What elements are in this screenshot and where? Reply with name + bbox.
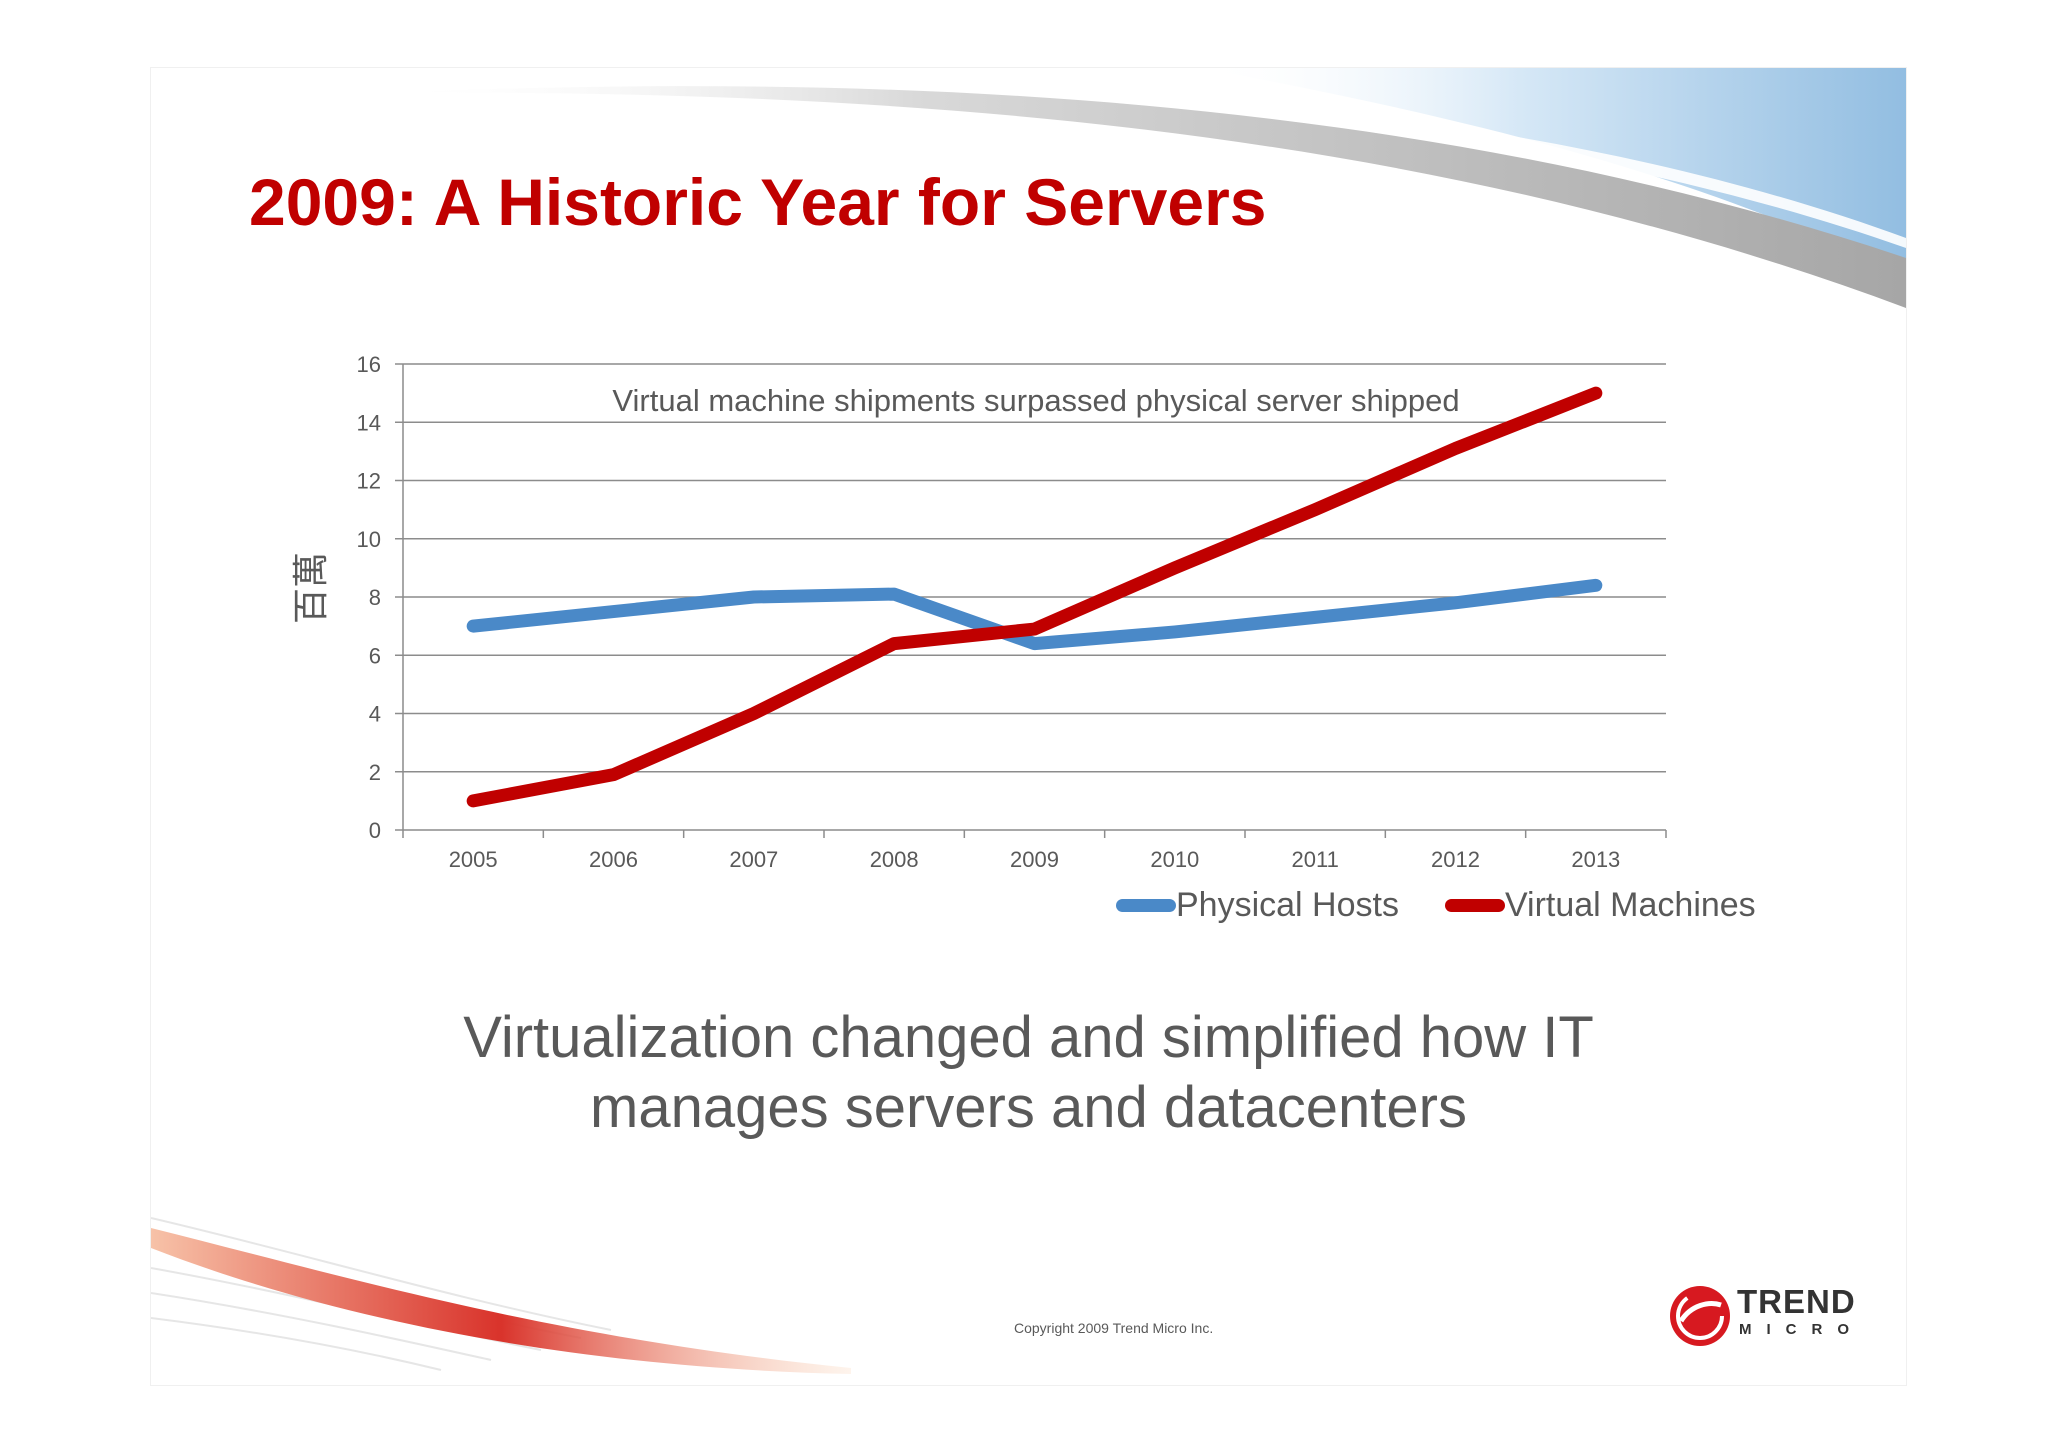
- x-tick-labels: 2005 2006 2007 2008 2009 2010 2011 2012 2013: [449, 847, 1621, 872]
- legend-swatch-virtual-machines: [1444, 899, 1505, 912]
- x-tick-label-2008: 2008: [870, 847, 919, 872]
- logo-text-micro: MICRO: [1739, 1321, 1864, 1338]
- x-tick-label-2010: 2010: [1150, 847, 1199, 872]
- y-tick-label: 4: [369, 702, 381, 727]
- white-swoosh-edge: [651, 83, 1906, 248]
- subtitle-line-2: manages servers and datacenters: [590, 1075, 1467, 1140]
- y-tick-label: 2: [369, 760, 381, 785]
- x-tick-label-2005: 2005: [449, 847, 498, 872]
- trend-micro-logo-icon: [1670, 1286, 1730, 1346]
- x-tick-label-2011: 2011: [1292, 847, 1339, 872]
- x-tick-label-2007: 2007: [729, 847, 778, 872]
- slide-title: 2009: A Historic Year for Servers: [249, 165, 1267, 239]
- gridlines: [403, 363, 1666, 773]
- slide-decoration: [151, 68, 1906, 1374]
- y-axis-label: 百萬: [291, 552, 332, 624]
- series-lines: [466, 386, 1603, 808]
- x-tick-label-2006: 2006: [589, 847, 638, 872]
- x-tick-label-2013: 2013: [1571, 847, 1620, 872]
- copyright-text: Copyright 2009 Trend Micro Inc.: [1014, 1320, 1214, 1336]
- y-tick-label: 16: [357, 352, 381, 377]
- y-tick-label: 6: [369, 643, 381, 668]
- logo-text-trend: TREND: [1737, 1283, 1856, 1320]
- y-tick-label: 0: [369, 818, 381, 843]
- y-tick-label: 14: [357, 410, 381, 435]
- y-tick-label: 8: [369, 585, 381, 610]
- legend-swatch-physical-hosts: [1116, 899, 1176, 912]
- legend-label-physical-hosts: Physical Hosts: [1176, 886, 1399, 924]
- x-tick-label-2012: 2012: [1431, 847, 1480, 872]
- grey-swoosh: [381, 86, 1906, 308]
- slide-subtitle: Virtualization changed and simplified ho…: [151, 1003, 1906, 1143]
- legend-item-virtual-machines: Virtual Machines: [1444, 886, 1756, 925]
- axes: [395, 363, 1667, 838]
- y-tick-label: 12: [357, 469, 381, 494]
- chart-annotation: Virtual machine shipments surpassed phys…: [612, 383, 1459, 418]
- trend-micro-logo: TREND MICRO: [1667, 1283, 1877, 1349]
- slide: 2009: A Historic Year for Servers 0 2 4 6 8 1…: [150, 67, 1907, 1386]
- y-tick-label: 10: [357, 527, 381, 552]
- x-tick-label-2009: 2009: [1010, 847, 1059, 872]
- subtitle-line-1: Virtualization changed and simplified ho…: [463, 1005, 1594, 1070]
- chart-legend: Physical Hosts Virtual Machines: [1116, 886, 1756, 925]
- sky-band: [1201, 68, 1906, 278]
- legend-label-virtual-machines: Virtual Machines: [1504, 886, 1756, 924]
- legend-item-physical-hosts: Physical Hosts: [1116, 886, 1399, 925]
- y-tick-labels: 0 2 4 6 8 10 12 14 16: [357, 352, 381, 843]
